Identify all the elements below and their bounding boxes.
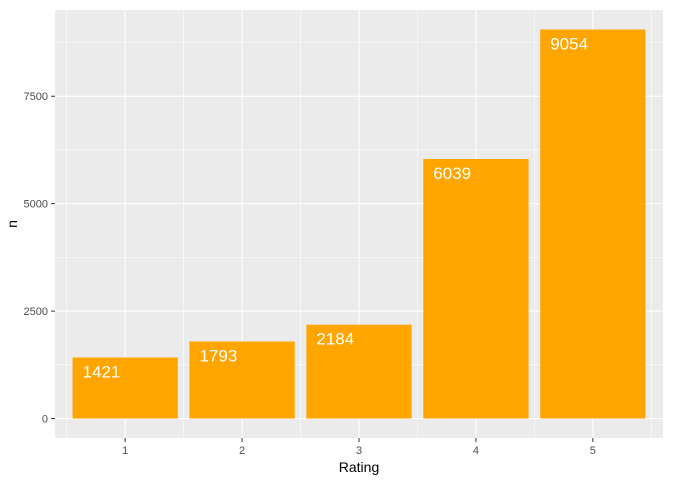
bar bbox=[72, 357, 178, 419]
bar bbox=[189, 341, 295, 419]
x-axis-title: Rating bbox=[339, 459, 379, 475]
y-tick-label: 5000 bbox=[24, 199, 48, 211]
y-tick-label: 7500 bbox=[24, 91, 48, 103]
x-tick-label: 5 bbox=[590, 445, 596, 457]
bar-value-labels: 1421 1793 2184 6039 9054 bbox=[83, 34, 589, 381]
x-tick-label: 3 bbox=[356, 445, 362, 457]
bar-value-label: 1421 bbox=[83, 362, 121, 381]
bar-value-label: 9054 bbox=[550, 34, 588, 53]
bars bbox=[72, 29, 646, 419]
bar-value-label: 2184 bbox=[316, 330, 354, 349]
x-tick-label: 2 bbox=[239, 445, 245, 457]
y-axis: 0 2500 5000 7500 bbox=[24, 91, 55, 426]
bar-value-label: 6039 bbox=[433, 164, 471, 183]
y-tick-label: 2500 bbox=[24, 306, 48, 318]
y-tick-label: 0 bbox=[42, 414, 48, 426]
y-axis-title: n bbox=[4, 220, 20, 228]
bar-value-label: 1793 bbox=[199, 346, 237, 365]
x-axis: 1 2 3 4 5 bbox=[122, 438, 596, 457]
x-tick-label: 4 bbox=[473, 445, 479, 457]
bar bbox=[423, 159, 529, 419]
bar bbox=[540, 29, 646, 419]
x-tick-label: 1 bbox=[122, 445, 128, 457]
bar bbox=[306, 324, 412, 419]
